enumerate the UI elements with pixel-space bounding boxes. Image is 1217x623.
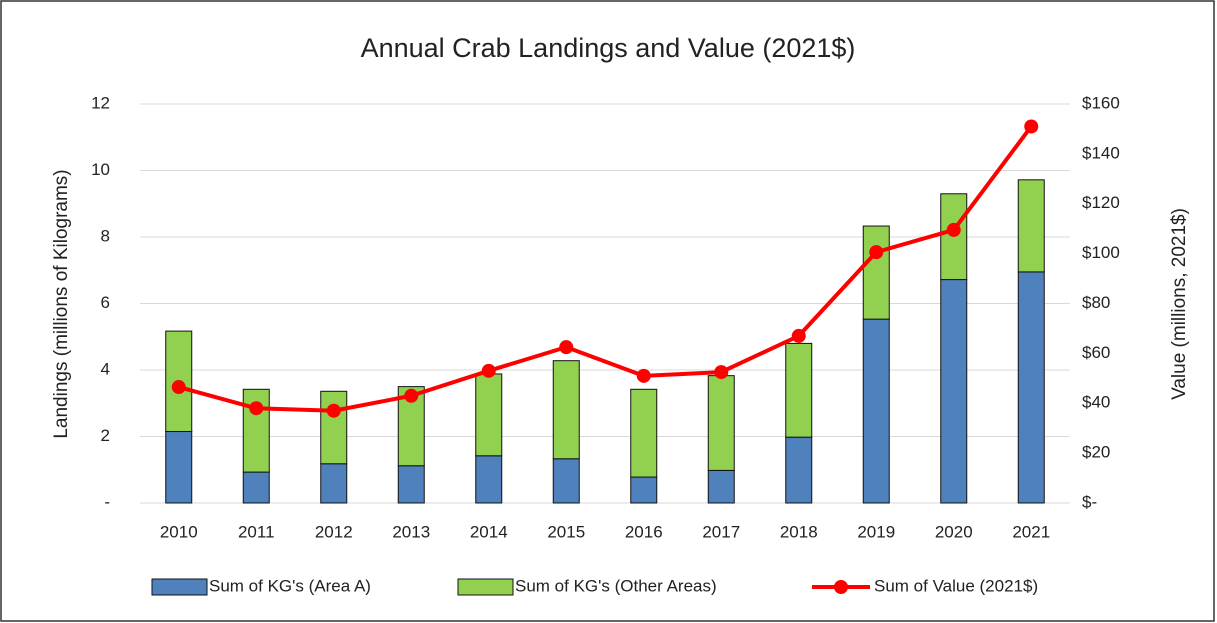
x-tick-label: 2013 (392, 522, 430, 541)
bar (862, 318, 890, 504)
bar (707, 375, 735, 471)
y-tick-label: 8 (101, 226, 110, 245)
marker (249, 401, 264, 416)
chart-title: Annual Crab Landings and Value (2021$) (361, 33, 856, 63)
x-tick-label: 2019 (857, 522, 895, 541)
bar (397, 465, 425, 504)
bar (475, 373, 503, 457)
bar (552, 360, 580, 460)
y2-tick-label: $40 (1082, 393, 1110, 412)
x-tick-label: 2020 (935, 522, 973, 541)
legend-swatch (457, 578, 514, 596)
x-tick-label: 2010 (160, 522, 198, 541)
bar (1017, 271, 1045, 504)
legend-marker (834, 580, 848, 594)
x-tick-label: 2021 (1012, 522, 1050, 541)
marker (559, 340, 574, 355)
y-tick-label: 10 (91, 160, 110, 179)
bar (940, 279, 968, 504)
x-tick-label: 2015 (547, 522, 585, 541)
legend-label: Sum of Value (2021$) (874, 576, 1038, 595)
line (178, 125, 1033, 413)
bar (862, 225, 890, 320)
marker (404, 388, 419, 403)
marker (481, 363, 496, 378)
y2-tick-label: $80 (1082, 293, 1110, 312)
x-tick-label: 2018 (780, 522, 818, 541)
y2-tick-label: $60 (1082, 343, 1110, 362)
bar (785, 342, 813, 438)
bar (707, 469, 735, 504)
y2-tick-label: $120 (1082, 193, 1120, 212)
marker (1024, 119, 1039, 134)
y-tick-label: 12 (91, 93, 110, 112)
x-tick-label: 2011 (238, 522, 275, 541)
y2-tick-label: $20 (1082, 443, 1110, 462)
y-axis-title: Landings (millions of Kilograms) (51, 169, 72, 438)
bar (552, 458, 580, 504)
bar (320, 390, 348, 465)
marker (714, 365, 729, 380)
bar (785, 436, 813, 504)
y2-tick-label: $- (1082, 492, 1097, 511)
y2-tick-label: $100 (1082, 243, 1120, 262)
legend-label: Sum of KG's (Area A) (209, 576, 371, 595)
bar (1017, 179, 1045, 273)
y2-tick-label: $140 (1082, 143, 1120, 162)
x-tick-label: 2012 (315, 522, 353, 541)
x-tick-label: 2017 (702, 522, 740, 541)
marker (869, 245, 884, 260)
bar (242, 471, 270, 504)
legend-swatch (151, 578, 208, 596)
bar (630, 388, 658, 478)
marker (326, 403, 341, 418)
y2-axis-title: Value (millions, 2021$) (1169, 208, 1190, 400)
marker (946, 222, 961, 237)
bar (320, 463, 348, 504)
y-tick-label: - (104, 492, 110, 511)
x-tick-label: 2016 (625, 522, 663, 541)
x-tick-label: 2014 (470, 522, 508, 541)
y-tick-label: 4 (101, 359, 110, 378)
marker (791, 328, 806, 343)
marker (171, 380, 186, 395)
y-tick-label: 6 (101, 293, 110, 312)
marker (636, 368, 651, 383)
bar (475, 455, 503, 504)
y-tick-label: 2 (101, 426, 110, 445)
legend-label: Sum of KG's (Other Areas) (515, 576, 717, 595)
bar (630, 476, 658, 504)
bar (165, 431, 193, 504)
y2-tick-label: $160 (1082, 93, 1120, 112)
